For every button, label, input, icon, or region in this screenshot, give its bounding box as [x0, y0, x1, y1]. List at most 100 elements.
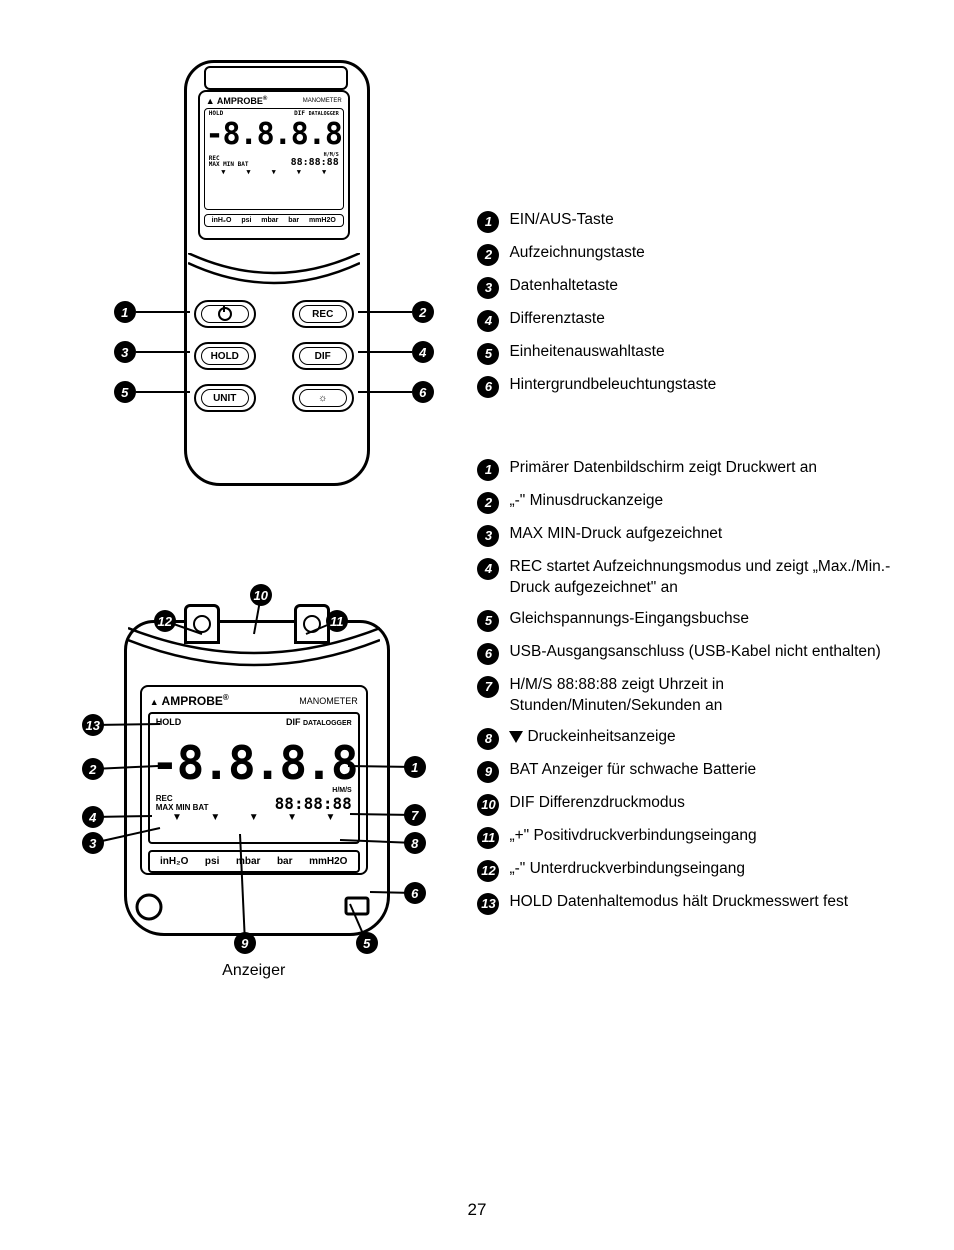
- lcd-bottom-row: RECMAX MIN BAT H/M/S 88:88:88: [205, 152, 343, 168]
- rec-button[interactable]: REC: [292, 300, 354, 328]
- bottom-jack-left: [134, 892, 164, 922]
- bullet-7: 7: [477, 676, 499, 698]
- display-unit-bar: inH₂O psi mbar bar mmH2O: [148, 850, 360, 873]
- legend-item: 11 „+" Positivdruckverbindungseingang: [477, 826, 894, 849]
- unit-4: mmH2O: [309, 217, 336, 224]
- display-top-curve: [128, 624, 380, 684]
- display-digits: -8.8.8.8: [150, 730, 358, 786]
- bullet-5: 5: [114, 381, 136, 403]
- lcd-inner: HOLD DIF DATALOGGER -8.8.8.8 RECMAX MIN …: [204, 108, 344, 210]
- model-label: MANOMETER: [303, 98, 342, 104]
- legend-text: BAT Anzeiger für schwache Batterie: [509, 760, 894, 781]
- display-triangles: ▼▼▼▼▼: [150, 812, 358, 825]
- hold-indicator: HOLD: [209, 110, 223, 117]
- d-unit-3: bar: [277, 856, 293, 867]
- legend-item: 8Druckeinheitsanzeige: [477, 727, 894, 750]
- unit-2: mbar: [261, 217, 278, 224]
- device-top-bar: [204, 66, 348, 90]
- legend-item: 5Gleichspannungs-Eingangsbuchse: [477, 609, 894, 632]
- bullet-3: 3: [477, 525, 499, 547]
- callout-line: [136, 311, 190, 313]
- display-dif-dl: DIF DATALOGGER: [286, 717, 352, 727]
- power-button[interactable]: [194, 300, 256, 328]
- legend-item: 3MAX MIN-Druck aufgezeichnet: [477, 524, 894, 547]
- d-unit-2: mbar: [236, 856, 260, 867]
- lcd-unit-bar: inH₂O psi mbar bar mmH2O: [204, 214, 344, 227]
- legend-text: Aufzeichnungstaste: [509, 243, 894, 264]
- legend-text: USB-Ausgangsanschluss (USB-Kabel nicht e…: [509, 642, 894, 663]
- legend-text: „+" Positivdruckverbindungseingang: [509, 826, 894, 847]
- legend-text: Datenhaltetaste: [509, 276, 894, 297]
- bullet-1: 1: [477, 211, 499, 233]
- page-number: 27: [0, 1200, 954, 1220]
- legend-top: 1EIN/AUS-Taste 2Aufzeichnungstaste 3 Datenh…: [477, 210, 894, 398]
- bullet-1: 1: [404, 756, 426, 778]
- bullet-12: 12: [477, 860, 499, 882]
- bullet-9: 9: [234, 932, 256, 954]
- legend-text: „-" Unterdruckverbindungseingang: [509, 859, 894, 880]
- bullet-3: 3: [82, 832, 104, 854]
- callout: 3: [114, 341, 190, 363]
- right-column: 1EIN/AUS-Taste2Aufzeichnungstaste3Datenh…: [477, 60, 894, 1000]
- bullet-11: 11: [326, 610, 348, 632]
- legend-item: 13HOLD Datenhaltemodus hält Druckmesswer…: [477, 892, 894, 915]
- display-diagram: ▲ AMPROBE® MANOMETER HOLD DIF DATALOGGER…: [74, 570, 434, 1000]
- device-lcd: ▲ AMPROBE® MANOMETER HOLD DIF DATALOGGER…: [198, 90, 350, 240]
- backlight-button[interactable]: ☼: [292, 384, 354, 412]
- legend-text: Einheitenauswahltaste: [509, 342, 894, 363]
- button-area: REC HOLD DIF UNIT ☼: [194, 300, 354, 426]
- d-unit-1: psi: [205, 856, 219, 867]
- hold-button[interactable]: HOLD: [194, 342, 256, 370]
- bottom-jack-right: [342, 892, 372, 922]
- d-unit-0: inH₂O: [160, 856, 188, 867]
- content-row: ▲ AMPROBE® MANOMETER HOLD DIF DATALOGGER…: [60, 60, 894, 1000]
- bullet-5: 5: [477, 343, 499, 365]
- legend-item: 1EIN/AUS-Taste: [477, 210, 894, 233]
- legend-item: 12 „-" Unterdruckverbindungseingang: [477, 859, 894, 882]
- callout: 6: [358, 381, 434, 403]
- time-block: H/M/S 88:88:88: [291, 152, 339, 168]
- legend-text: DIF Differenzdruckmodus: [509, 793, 894, 814]
- callout-line: [136, 391, 190, 393]
- bullet-6: 6: [477, 376, 499, 398]
- triangle-icon: [509, 731, 523, 743]
- power-icon: [218, 307, 232, 321]
- legend-item: 2„-" Minusdruckanzeige: [477, 491, 894, 514]
- legend-text: Druckeinheitsanzeige: [509, 727, 894, 748]
- port-left: [184, 604, 220, 644]
- legend-item: 3 Datenhaltetaste: [477, 276, 894, 299]
- legend-text: Gleichspannungs-Eingangsbuchse: [509, 609, 894, 630]
- dif-button[interactable]: DIF: [292, 342, 354, 370]
- lcd-brand-row: ▲ AMPROBE® MANOMETER: [204, 96, 344, 106]
- bullet-3: 3: [114, 341, 136, 363]
- display-top-row: HOLD DIF DATALOGGER: [150, 714, 358, 730]
- bullet-3: 3: [477, 277, 499, 299]
- lcd-triangles: ▼▼▼▼▼: [205, 168, 343, 176]
- bullet-10: 10: [250, 584, 272, 606]
- button-row-3: UNIT ☼: [194, 384, 354, 412]
- legend-item: 2Aufzeichnungstaste: [477, 243, 894, 266]
- legend-text: H/M/S 88:88:88 zeigt Uhrzeit in Stunden/…: [509, 675, 894, 717]
- legend-item: 10DIF Differenzdruckmodus: [477, 793, 894, 816]
- bullet-11: 11: [477, 827, 499, 849]
- display-brand-row: ▲ AMPROBE® MANOMETER: [148, 693, 360, 708]
- bullet-2: 2: [477, 492, 499, 514]
- callout-line: [358, 311, 412, 313]
- legend-text: HOLD Datenhaltemodus hält Druckmesswert …: [509, 892, 894, 913]
- d-unit-4: mmH2O: [309, 856, 347, 867]
- bullet-1: 1: [114, 301, 136, 323]
- display-brand: ▲ AMPROBE®: [150, 693, 229, 708]
- bullet-12: 12: [154, 610, 176, 632]
- bullet-7: 7: [404, 804, 426, 826]
- unit-button[interactable]: UNIT: [194, 384, 256, 412]
- display-hold: HOLD: [156, 717, 182, 727]
- port-right: [294, 604, 330, 644]
- legend-item: 5 Einheitenauswahltaste: [477, 342, 894, 365]
- bullet-4: 4: [477, 558, 499, 580]
- rec-max-min: RECMAX MIN BAT: [209, 156, 249, 168]
- legend-bottom: 1Primärer Datenbildschirm zeigt Druckwer…: [477, 458, 894, 915]
- unit-0: inH₂O: [212, 217, 232, 224]
- display-caption: Anzeiger: [74, 962, 434, 980]
- page: ▲ AMPROBE® MANOMETER HOLD DIF DATALOGGER…: [0, 0, 954, 1250]
- button-row-2: HOLD DIF: [194, 342, 354, 370]
